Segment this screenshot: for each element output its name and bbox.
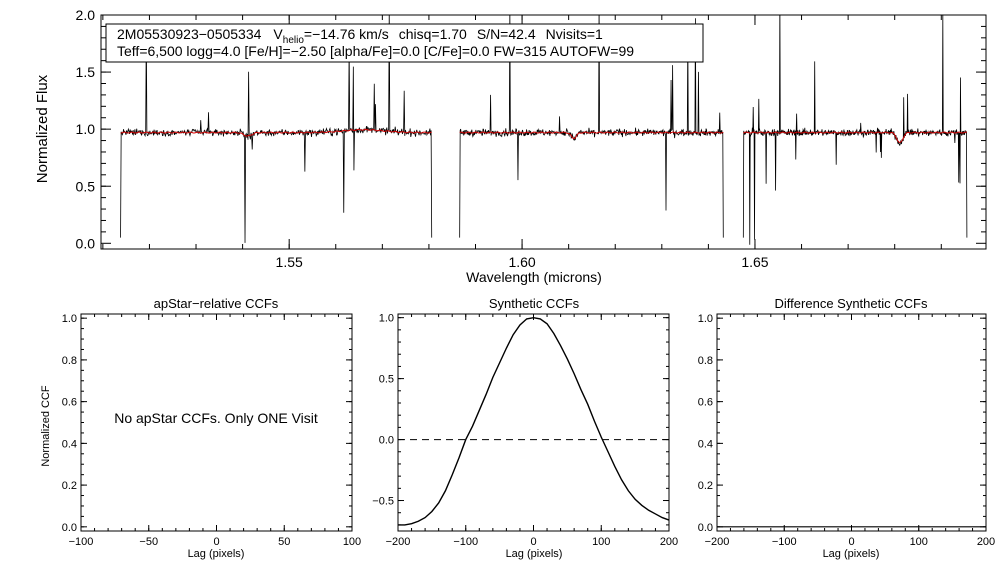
synthetic-ccf-xlabel: Lag (pixels) [506,548,563,560]
difference-ccf-xlabel: Lag (pixels) [823,548,880,560]
spectrum-data [120,15,968,245]
y-tick-label: 0.8 [698,355,713,367]
chisq-value: chisq=1.70 [399,26,467,42]
y-tick-label: 0.0 [379,435,394,447]
annotation-line-2: Teff=6,500 logg=4.0 [Fe/H]=−2.50 [alpha/… [117,43,634,59]
synthetic-ccf-title: Synthetic CCFs [489,296,580,311]
x-tick-label: −100 [453,536,478,548]
x-tick-label: 0 [530,536,536,548]
y-tick-label: 0.5 [76,178,96,194]
ccf-ylabel: Normalized CCF [40,385,52,467]
y-tick-label: 2.0 [76,7,96,23]
y-tick-label: 0.4 [62,438,77,450]
y-tick-label: 1.0 [698,313,713,325]
x-tick-label: 100 [592,536,610,548]
y-tick-label: 1.0 [379,313,394,325]
apstar-ccf-xlabel: Lag (pixels) [188,548,245,560]
synthetic-ccf-line [398,316,670,526]
x-tick-label: 1.60 [508,254,535,270]
vhelio-subscript: helio [283,35,305,46]
x-tick-label: 1.65 [741,254,768,270]
x-tick-label: 0 [848,536,854,548]
model-spectrum-line [743,131,968,143]
x-tick-label: 100 [343,536,361,548]
x-tick-label: −100 [69,536,94,548]
x-tick-label: 50 [278,536,290,548]
spectrum-ticks: 1.55 1.60 1.65 0.0 0.5 1.0 1.5 2.0 [76,7,986,270]
spectrum-ylabel: Normalized Flux [34,74,51,183]
apstar-ccf-panel: −100 −50 0 50 100 0.0 0.2 0.4 0.6 0.8 1.0 apStar−r… [40,296,361,560]
synthetic-ccf-frame [397,313,670,532]
annotation-box [105,23,704,63]
x-tick-label: −200 [705,536,730,548]
observed-spectrum-line [742,15,968,245]
y-tick-label: 0.2 [62,480,77,492]
x-tick-label: 0 [213,536,219,548]
x-tick-label: 200 [660,536,678,548]
vhelio-value: =−14.76 km/s [304,26,389,42]
spectrum-xlabel: Wavelength (microns) [466,269,602,285]
x-tick-label: 200 [977,536,995,548]
difference-ccf-frame [716,313,987,532]
y-tick-label: 0.8 [62,355,77,367]
y-tick-label: 0.6 [698,397,713,409]
y-tick-label: 0.4 [698,438,713,450]
x-tick-label: −50 [139,536,158,548]
y-tick-label: 0.2 [698,480,713,492]
x-tick-label: −100 [772,536,797,548]
synthetic-ccf-ticks: −200 −100 0 100 200 −0.5 0.0 0.5 1.0 [372,313,678,548]
observed-spectrum-line [120,15,433,243]
synthetic-ccf-panel: −200 −100 0 100 200 −0.5 0.0 0.5 1.0 Synthetic C… [372,296,678,560]
y-tick-label: 0.0 [76,235,96,251]
difference-ccf-panel: −200 −100 0 100 200 0.0 0.2 0.4 0.6 0.8 1.0 Differ… [698,296,995,560]
apstar-ccf-title: apStar−relative CCFs [154,296,279,311]
difference-ccf-title: Difference Synthetic CCFs [775,296,928,311]
x-tick-label: −200 [386,536,411,548]
model-spectrum-line [459,131,724,140]
y-tick-label: 0.5 [379,374,394,386]
y-tick-label: 1.5 [76,64,96,80]
vhelio-symbol: V [273,26,283,42]
y-tick-label: 0.6 [62,397,77,409]
x-tick-label: 100 [910,536,928,548]
model-spectrum-line [120,128,432,137]
synthetic-ccf-data [398,316,670,526]
nvisits-value: Nvisits=1 [546,26,603,42]
difference-ccf-ticks: −200 −100 0 100 200 0.0 0.2 0.4 0.6 0.8 1.0 [698,313,995,548]
y-tick-label: 0.0 [698,522,713,534]
spectrum-panel: 1.55 1.60 1.65 0.0 0.5 1.0 1.5 2.0 Normalized F… [34,7,987,285]
y-tick-label: 0.0 [62,522,77,534]
y-tick-label: 1.0 [76,121,96,137]
no-ccf-message: No apStar CCFs. Only ONE Visit [114,410,318,426]
apstar-ccf-ticks: −100 −50 0 50 100 0.0 0.2 0.4 0.6 0.8 1.0 [62,313,361,548]
y-tick-label: 1.0 [62,313,77,325]
annotation-line-1: 2M05530923−0505334 Vhelio=−14.76 km/s chis… [117,26,603,46]
snr-value: S/N=42.4 [477,26,536,42]
apstar-ccf-frame [80,313,353,532]
spectrum-frame [100,14,987,250]
x-tick-label: 1.55 [276,254,303,270]
y-tick-label: −0.5 [372,495,394,507]
object-id: 2M05530923−0505334 [117,26,262,42]
